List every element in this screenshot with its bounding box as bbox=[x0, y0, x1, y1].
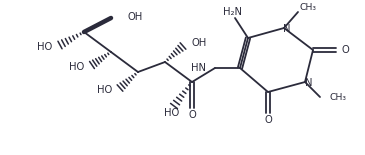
Text: OH: OH bbox=[127, 12, 142, 22]
Text: OH: OH bbox=[191, 38, 206, 48]
Text: N: N bbox=[283, 24, 291, 34]
Text: O: O bbox=[188, 110, 196, 120]
Text: HO: HO bbox=[69, 62, 84, 72]
Text: N: N bbox=[305, 78, 313, 88]
Text: CH₃: CH₃ bbox=[329, 93, 346, 102]
Text: O: O bbox=[264, 115, 272, 125]
Text: O: O bbox=[341, 45, 349, 55]
Text: CH₃: CH₃ bbox=[300, 2, 317, 11]
Text: HO: HO bbox=[37, 42, 52, 52]
Text: HO: HO bbox=[164, 108, 180, 118]
Text: H₂N: H₂N bbox=[223, 7, 242, 17]
Text: HO: HO bbox=[97, 85, 112, 95]
Text: HN: HN bbox=[191, 63, 206, 73]
